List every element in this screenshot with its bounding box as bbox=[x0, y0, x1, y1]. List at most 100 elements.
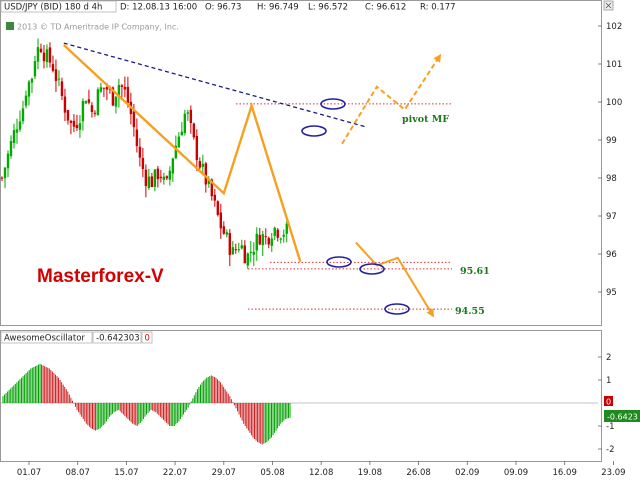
bullish-scenario-path bbox=[341, 53, 442, 145]
candle-body bbox=[54, 69, 58, 81]
time-tick-label: 16.09 bbox=[553, 468, 577, 478]
candle-body bbox=[81, 100, 85, 122]
price-tick-label: 102 bbox=[606, 22, 622, 32]
header-symbol-box[interactable] bbox=[0, 0, 117, 13]
current-value-badge-label: -0.6423 bbox=[607, 413, 638, 422]
time-tick-label: 29.07 bbox=[212, 468, 236, 478]
price-panel-frame bbox=[0, 0, 602, 326]
candle-body bbox=[123, 86, 127, 90]
candle-body bbox=[96, 89, 100, 116]
candle-body bbox=[213, 194, 217, 201]
candle-body bbox=[156, 168, 160, 180]
candle-body bbox=[57, 78, 61, 80]
candle-body bbox=[141, 157, 145, 169]
oscillator-value-box bbox=[92, 331, 142, 344]
candle-body bbox=[252, 251, 255, 255]
candle-body bbox=[195, 135, 199, 161]
candle-body bbox=[198, 160, 202, 168]
candle-body bbox=[171, 158, 175, 174]
copyright-line: 2013 © TD Ameritrade IP Company, Inc. bbox=[6, 22, 179, 32]
candle-body bbox=[216, 201, 220, 215]
candle-body bbox=[126, 86, 130, 103]
target-ellipse bbox=[359, 263, 385, 275]
candle-body bbox=[183, 113, 187, 133]
header-range: R: 0.177 bbox=[420, 3, 456, 13]
target-ellipse bbox=[384, 303, 410, 315]
candle-body bbox=[165, 176, 169, 179]
header-symbol: USD/JPY (BID) 180 d 4h bbox=[4, 3, 102, 13]
candle-body bbox=[12, 130, 16, 143]
candle-body bbox=[0, 177, 4, 179]
candle-body bbox=[231, 247, 234, 255]
candle-body bbox=[6, 153, 10, 169]
candle-body bbox=[99, 87, 103, 92]
candle-body bbox=[204, 163, 208, 185]
zero-badge-label: 0 bbox=[606, 398, 611, 407]
time-tick-label: 12.08 bbox=[309, 468, 333, 478]
candle-body bbox=[258, 234, 261, 245]
header-high: H: 96.749 bbox=[257, 3, 299, 13]
candle-body bbox=[201, 163, 205, 167]
candle-body bbox=[189, 109, 193, 124]
price-tick-label: 98 bbox=[606, 174, 617, 184]
price-tick-label: 97 bbox=[606, 212, 617, 222]
level-label-9455: 94.55 bbox=[455, 306, 485, 317]
panel-toggle-glyph bbox=[605, 2, 612, 9]
candle-body bbox=[210, 179, 214, 197]
header-close: C: 96.612 bbox=[365, 3, 406, 13]
company-logo-icon bbox=[6, 22, 14, 30]
header-bar: USD/JPY (BID) 180 d 4h D: 12.08.13 16:00… bbox=[0, 0, 614, 13]
time-tick-label: 26.08 bbox=[406, 468, 430, 478]
time-tick-label: 19.08 bbox=[358, 468, 382, 478]
oscillator-badges: 0 -0.6423 bbox=[604, 396, 640, 422]
oscillator-panel-frame bbox=[0, 330, 602, 462]
candle-body bbox=[282, 234, 285, 237]
candle-body bbox=[147, 176, 151, 188]
oscillator-flag: 0 bbox=[145, 334, 150, 344]
oscillator-header: AwesomeOscillator -0.642303 0 bbox=[0, 331, 153, 344]
candle-body bbox=[180, 131, 184, 136]
copyright-text: 2013 © TD Ameritrade IP Company, Inc. bbox=[17, 23, 179, 32]
candle-body bbox=[93, 112, 97, 114]
candle-body bbox=[159, 176, 163, 179]
candle-body bbox=[105, 86, 109, 90]
header-low: L: 96.572 bbox=[308, 3, 348, 13]
bearish-scenario-path bbox=[355, 241, 435, 318]
time-axis: 01.07 08.07 15.07 22.07 29.07 05.08 12.08 19.08… bbox=[17, 461, 626, 478]
price-axis: 95 96 97 98 99 100 101 102 bbox=[598, 22, 622, 298]
time-tick-label: 05.08 bbox=[260, 468, 284, 478]
candle-body bbox=[168, 170, 172, 180]
candle-body bbox=[90, 105, 94, 113]
time-tick-label: 01.07 bbox=[17, 468, 41, 478]
oscillator-bars bbox=[2, 363, 291, 445]
level-label-pivot: pivot MF bbox=[402, 114, 449, 125]
price-tick-label: 100 bbox=[606, 98, 622, 108]
candle-body bbox=[120, 85, 124, 87]
oscillator-tick-label: 1 bbox=[606, 376, 611, 386]
candle-body bbox=[135, 129, 139, 147]
trend-line bbox=[63, 42, 367, 128]
candle-body bbox=[276, 229, 279, 238]
candle-body bbox=[270, 238, 273, 246]
header-date: D: 12.08.13 16:00 bbox=[120, 3, 197, 13]
candle-body bbox=[222, 226, 226, 234]
candle-body bbox=[69, 120, 73, 123]
candle-body bbox=[255, 233, 258, 251]
candle-body bbox=[174, 145, 178, 159]
time-tick-label: 08.07 bbox=[66, 468, 90, 478]
candle-body bbox=[33, 61, 37, 77]
target-ellipse bbox=[320, 98, 346, 110]
candle-body bbox=[114, 96, 118, 107]
candle-body bbox=[285, 223, 288, 234]
oscillator-name-box[interactable] bbox=[0, 331, 93, 344]
oscillator-name: AwesomeOscillator bbox=[4, 334, 85, 344]
target-ellipse bbox=[326, 256, 352, 268]
candle-body bbox=[144, 169, 148, 187]
oscillator-flag-box bbox=[141, 331, 153, 344]
candle-body bbox=[84, 101, 88, 104]
candle-body bbox=[42, 52, 46, 62]
candle-body bbox=[267, 237, 270, 245]
candle-body bbox=[237, 249, 240, 251]
candle-body bbox=[39, 48, 43, 53]
price-candles bbox=[0, 38, 288, 270]
